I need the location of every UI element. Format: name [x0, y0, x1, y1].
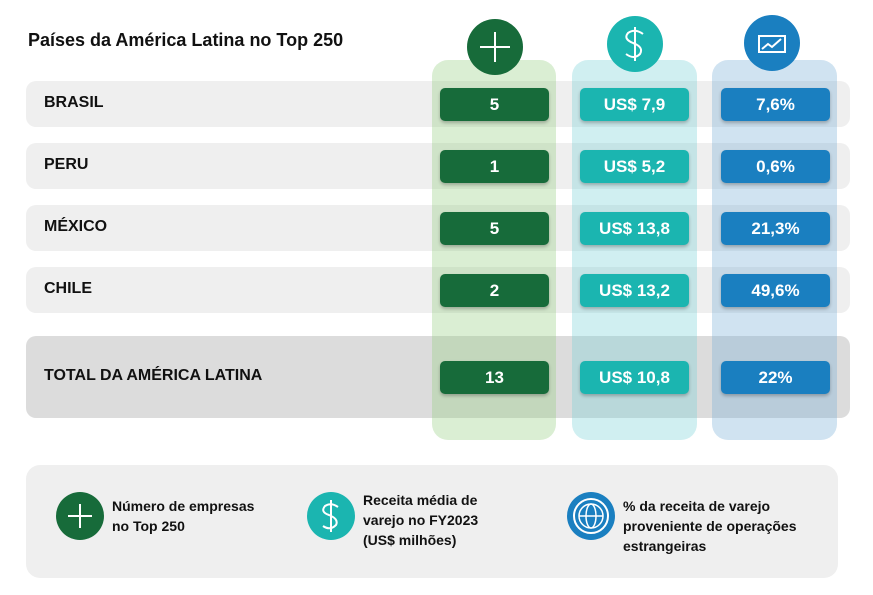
legend-icon-plus	[56, 492, 104, 540]
table-row	[26, 81, 850, 127]
legend-icon-dollar	[307, 492, 355, 540]
legend-label: Número de empresas no Top 250	[112, 498, 255, 534]
foreign-cell: 0,6%	[721, 150, 830, 183]
table-row	[26, 205, 850, 251]
legend-box	[26, 465, 838, 578]
count-cell: 5	[440, 88, 549, 121]
foreign-cell: 49,6%	[721, 274, 830, 307]
icon-chart	[744, 15, 800, 71]
country-name: PERU	[44, 156, 89, 173]
country-name: TOTAL DA AMÉRICA LATINA	[44, 367, 263, 384]
icon-dollar	[607, 16, 663, 72]
icon-plus	[467, 19, 523, 75]
count-cell: 2	[440, 274, 549, 307]
country-name: CHILE	[44, 280, 92, 297]
country-name: BRASIL	[44, 94, 104, 111]
legend-icon-globe	[567, 492, 615, 540]
revenue-cell: US$ 13,8	[580, 212, 689, 245]
title: Países da América Latina no Top 250	[28, 30, 344, 50]
legend-label: % da receita de varejo proveniente de op…	[623, 498, 797, 554]
revenue-cell: US$ 5,2	[580, 150, 689, 183]
table-row	[26, 143, 850, 189]
count-cell: 5	[440, 212, 549, 245]
table-row	[26, 336, 850, 418]
country-name: MÉXICO	[44, 218, 108, 235]
revenue-cell: US$ 7,9	[580, 88, 689, 121]
revenue-cell: US$ 10,8	[580, 361, 689, 394]
foreign-cell: 7,6%	[721, 88, 830, 121]
count-cell: 1	[440, 150, 549, 183]
revenue-cell: US$ 13,2	[580, 274, 689, 307]
count-cell: 13	[440, 361, 549, 394]
foreign-cell: 21,3%	[721, 212, 830, 245]
legend-label: Receita média de varejo no FY2023 (US$ m…	[363, 492, 479, 548]
foreign-cell: 22%	[721, 361, 830, 394]
table-row	[26, 267, 850, 313]
